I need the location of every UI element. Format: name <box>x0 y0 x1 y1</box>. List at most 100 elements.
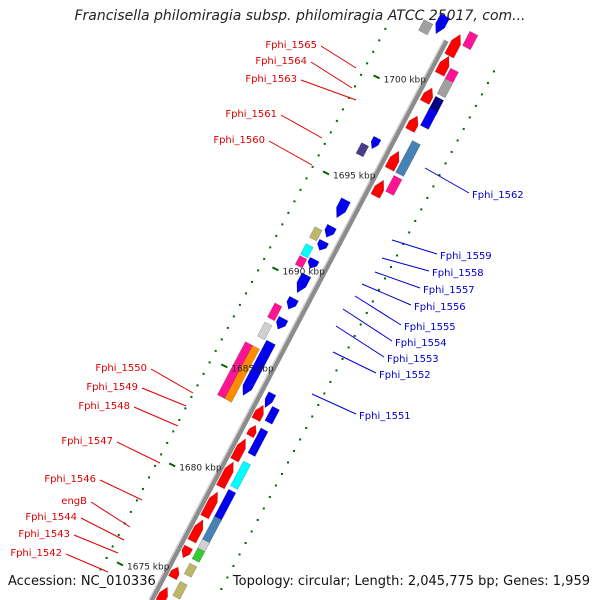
gene-leader-line <box>374 271 421 289</box>
scale-tick-dot <box>354 85 357 88</box>
gene-feature <box>224 344 260 403</box>
gene-feature <box>296 272 312 294</box>
scale-tick-dot <box>493 70 496 73</box>
gene-leader-line <box>141 387 187 407</box>
scale-tick-dot <box>129 510 132 513</box>
scale-tick-dot <box>220 587 223 590</box>
gene-label: Fphi_1558 <box>432 268 484 279</box>
gene-label: Fphi_1546 <box>44 474 96 485</box>
gene-leader-line <box>311 393 357 415</box>
scale-label: 1675 kbp <box>127 562 170 572</box>
gene-leader-line <box>335 325 385 358</box>
gene-label: Fphi_1564 <box>255 56 307 67</box>
scale-tick-dot <box>226 576 229 579</box>
genome-title: Francisella philomiragia subsp. philomir… <box>74 8 526 24</box>
gene-feature <box>168 566 180 581</box>
scale-tick-dot <box>281 223 284 226</box>
scale-tick-mark <box>271 266 279 272</box>
scale-tick-dot <box>480 93 483 96</box>
scale-label: 1690 kbp <box>282 267 325 277</box>
scale-tick-dot <box>366 62 369 65</box>
scale-tick-dot <box>117 533 120 536</box>
gene-feature <box>444 67 459 84</box>
scale-tick-dot <box>426 196 429 199</box>
scale-tick-dot <box>99 568 102 571</box>
gene-feature <box>181 544 194 559</box>
gene-feature <box>264 405 280 425</box>
gene-feature <box>155 586 169 600</box>
scale-tick-dot <box>438 173 441 176</box>
scale-tick-dot <box>299 438 302 441</box>
scale-tick-dot <box>257 269 260 272</box>
scale-tick-dot <box>450 150 453 153</box>
gene-leader-line <box>320 45 357 69</box>
gene-label: Fphi_1563 <box>245 74 297 85</box>
scale-tick-dot <box>365 311 368 314</box>
gene-feature <box>418 19 434 36</box>
gene-feature <box>370 179 385 199</box>
gene-leader-line <box>116 441 161 464</box>
gene-feature <box>385 174 403 196</box>
scale-tick-dot <box>141 487 144 490</box>
scale-tick-dot <box>244 541 247 544</box>
gene-feature <box>200 491 218 520</box>
backbone-line <box>149 39 449 600</box>
scale-tick-dot <box>372 50 375 53</box>
gene-leader-line <box>424 167 470 194</box>
scale-tick-dot <box>232 564 235 567</box>
gene-leader-line <box>391 239 438 255</box>
gene-label: Fphi_1557 <box>423 285 475 296</box>
gene-label: Fphi_1565 <box>265 40 317 51</box>
scale-tick-dot <box>287 461 290 464</box>
scale-tick-mark <box>322 170 330 176</box>
scale-tick-dot <box>160 453 163 456</box>
scale-tick-dot <box>262 507 265 510</box>
gene-feature <box>256 321 273 341</box>
gene-feature <box>246 424 257 439</box>
gene-feature <box>384 150 400 172</box>
gene-label: Fphi_1562 <box>472 190 524 201</box>
gene-feature <box>435 13 451 35</box>
scale-tick-dot <box>359 323 362 326</box>
gene-label: Fphi_1544 <box>25 512 77 523</box>
scale-tick-dot <box>377 288 380 291</box>
gene-leader-line <box>133 406 179 427</box>
scale-tick-dot <box>329 131 332 134</box>
scale-tick-dot <box>135 499 138 502</box>
gene-label: Fphi_1559 <box>440 251 492 262</box>
scale-tick-dot <box>105 556 108 559</box>
scale-tick-dot <box>311 415 314 418</box>
scale-tick-dot <box>263 257 266 260</box>
gene-feature <box>355 142 370 158</box>
gene-label: Fphi_1560 <box>213 135 265 146</box>
scale-tick-dot <box>335 119 338 122</box>
gene-feature <box>266 302 283 322</box>
scale-tick-dot <box>311 165 314 168</box>
scale-label: 1685 kbp <box>231 364 274 374</box>
scale-tick-dot <box>335 369 338 372</box>
scale-tick-dot <box>214 349 217 352</box>
scale-tick-dot <box>293 200 296 203</box>
gene-label: Fphi_1542 <box>10 548 62 559</box>
scale-tick-dot <box>111 545 114 548</box>
gene-leader-line <box>73 534 119 554</box>
scale-tick-dot <box>486 81 489 84</box>
scale-tick-dot <box>184 407 187 410</box>
scale-tick-dot <box>432 185 435 188</box>
gene-label: Fphi_1543 <box>18 529 70 540</box>
scale-tick-dot <box>456 139 459 142</box>
scale-tick-dot <box>462 127 465 130</box>
scale-tick-dot <box>238 303 241 306</box>
scale-tick-dot <box>196 384 199 387</box>
scale-tick-dot <box>166 441 169 444</box>
scale-tick-mark <box>220 363 228 369</box>
gene-feature <box>197 538 211 552</box>
scale-tick-dot <box>353 334 356 337</box>
gene-feature <box>191 547 206 563</box>
gene-feature <box>307 256 320 269</box>
scale-tick-dot <box>238 553 241 556</box>
gene-feature <box>444 33 461 59</box>
gene-feature <box>436 78 454 99</box>
scale-tick-dot <box>371 300 374 303</box>
gene-label: Fphi_1556 <box>414 302 466 313</box>
